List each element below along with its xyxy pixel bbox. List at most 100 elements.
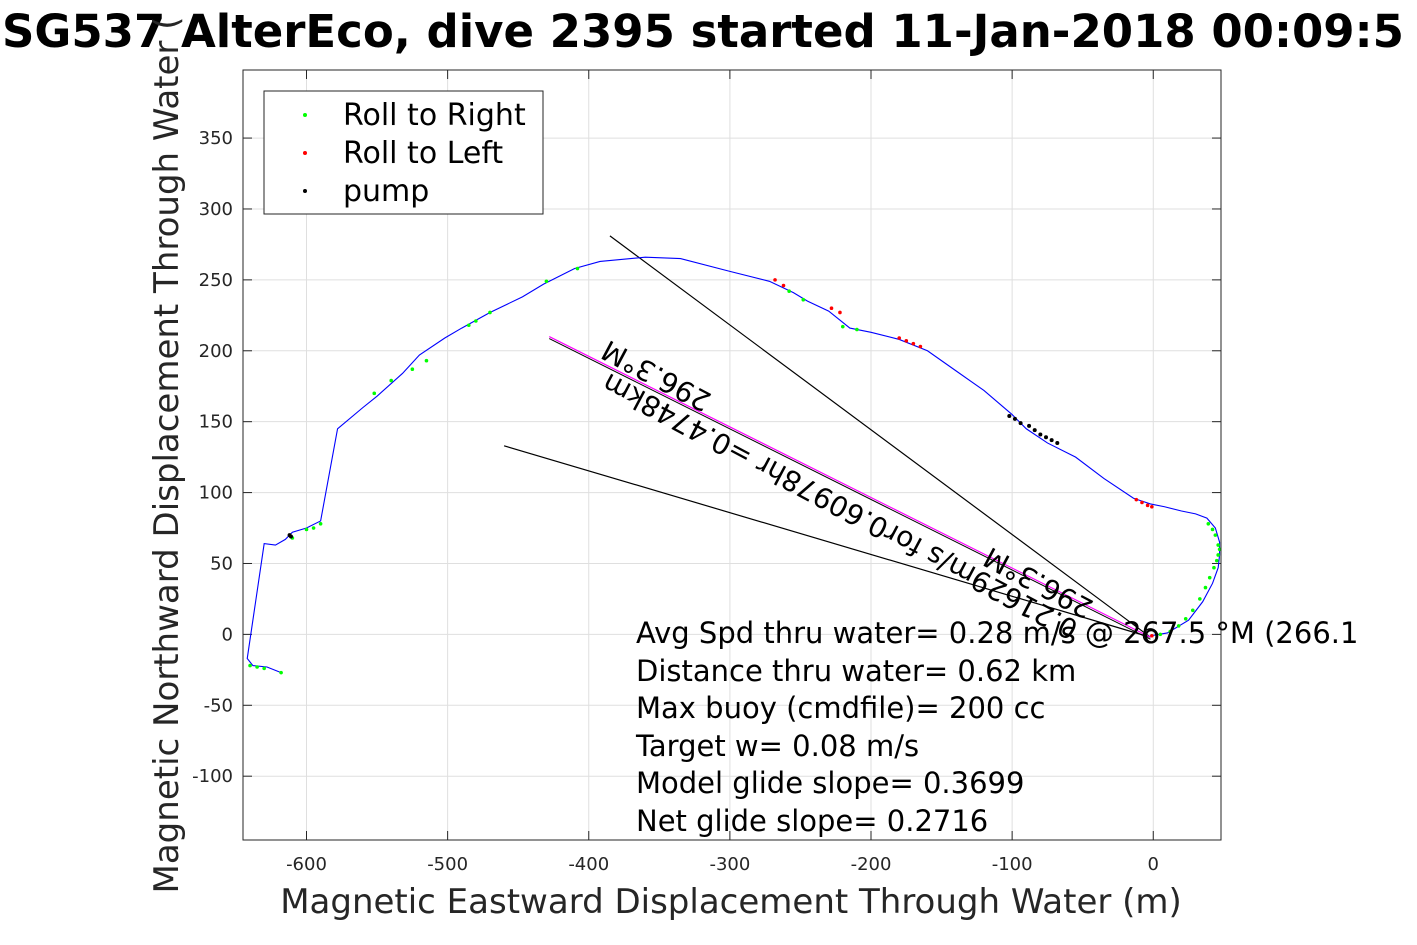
roll-right-point [255,665,259,669]
roll-right-point [248,663,252,668]
x-tick-label: -200 [851,854,892,875]
x-tick-label: -500 [427,854,468,875]
x-tick-label: -400 [568,854,609,875]
roll-right-point [1212,565,1216,570]
roll-right-point [1214,558,1219,563]
stat-max-buoy: Max buoy (cmdfile)= 200 cc [636,691,1045,725]
reference-line [609,235,1151,638]
track-series [246,256,1221,674]
x-tick-labels: -600 -500 -400 -300 -200 -100 0 [286,854,1159,875]
legend-label-roll-right: Roll to Right [343,98,526,133]
roll-right-point [840,324,845,329]
grid-lines [243,70,1221,840]
roll-right-point [1213,533,1218,537]
roll-right-point [801,297,806,302]
roll-right-point [304,527,309,532]
roll-right-point [544,279,549,284]
roll-left-point [773,278,777,282]
roll-right-point [575,266,580,271]
roll-right-point [1216,543,1220,547]
roll-left-point [1140,500,1144,505]
y-tick-label: 200 [199,341,233,362]
pump-point [1018,421,1023,426]
roll-left-point [1145,503,1150,508]
roll-left-point [918,344,923,349]
y-tick-label: 100 [199,483,233,504]
x-tick-label: -300 [709,854,750,875]
track-line [246,256,1221,674]
stats-block: Avg Spd thru water= 0.28 m/s @ 267.5 °M … [635,616,1358,838]
pump-point [1012,416,1017,421]
stat-net-glide: Net glide slope= 0.2716 [636,804,988,838]
roll-right-point [1158,632,1163,637]
x-axis-label: Magnetic Eastward Displacement Through W… [280,882,1182,922]
y-tick-label: 300 [199,199,233,220]
roll-right-point [488,310,492,315]
stat-distance: Distance thru water= 0.62 km [636,654,1076,688]
roll-left-point [904,339,909,343]
pump-point [1038,432,1043,437]
pump-point [288,534,293,539]
roll-left-point [1150,504,1154,509]
pump-point [1049,438,1054,443]
reference-lines [503,235,1151,638]
roll-left-series [773,278,1154,638]
roll-right-point [410,367,415,372]
y-tick-label: 50 [210,553,233,574]
heading-series [548,336,1159,644]
pump-series [287,414,1060,539]
roll-right-point [424,358,429,363]
heading-line [548,336,1151,638]
x-tick-label: -100 [992,854,1033,875]
stat-model-glide: Model glide slope= 0.3699 [636,766,1024,800]
roll-right-series [248,266,1222,675]
legend-marker-roll-left [303,151,307,155]
roll-right-point [474,319,478,323]
y-tick-label: 350 [199,128,233,149]
roll-right-point [262,666,266,671]
roll-right-point [1168,629,1172,634]
y-tick-label: 250 [199,270,233,291]
y-tick-label: -100 [192,766,233,787]
x-tick-label: -600 [286,854,327,875]
pump-point [1007,414,1012,419]
legend-label-pump: pump [343,174,429,209]
roll-right-point [1217,547,1222,552]
roll-left-point [897,336,902,340]
x-tick-label: 0 [1148,854,1159,875]
stat-avg-speed: Avg Spd thru water= 0.28 m/s @ 267.5 °M … [636,616,1358,650]
roll-right-point [389,378,393,383]
stat-target-w: Target w= 0.08 m/s [635,729,919,763]
roll-right-point [1190,608,1195,613]
roll-right-point [372,391,377,396]
roll-left-point [1134,497,1139,502]
pump-point [1027,423,1032,428]
pump-point [1032,428,1037,433]
roll-right-point [1176,624,1181,628]
roll-right-point [311,526,316,530]
y-tick-label: 150 [199,412,233,433]
roll-left-point [781,283,786,288]
plot-frame [242,69,1222,841]
y-tick-labels: -100 -50 0 50 100 150 200 250 300 350 [192,128,233,787]
roll-right-point [1203,585,1208,590]
pump-point [1044,435,1049,440]
roll-right-point [279,670,283,675]
roll-right-point [318,521,323,526]
pump-point [1055,440,1060,445]
roll-left-point [911,341,916,346]
reference-line [503,445,1151,638]
legend-marker-pump [303,189,307,193]
dive-origin-marker [1142,628,1159,644]
roll-right-point [1183,616,1188,621]
chart-title: SG537 AlterEco, dive 2395 started 11-Jan… [2,5,1404,58]
roll-right-point [855,327,859,332]
roll-right-point [1198,597,1202,601]
roll-right-point [1206,521,1211,526]
y-axis-label: Magnetic Northward Displacement Through … [147,17,187,894]
roll-left-point [838,310,842,315]
legend-box [263,90,544,215]
roll-right-point [787,289,791,294]
y-tick-label: -50 [204,695,233,716]
